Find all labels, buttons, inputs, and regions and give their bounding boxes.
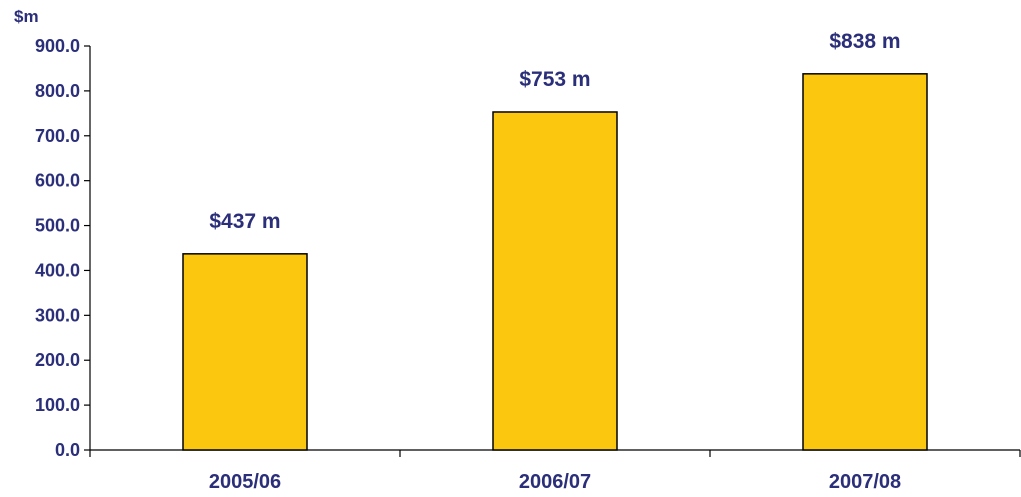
- y-tick-label: 700.0: [35, 126, 80, 146]
- bar-2007-08: [802, 73, 928, 451]
- x-axis: 2005/06 2006/07 2007/08: [89, 449, 1021, 493]
- y-tick-label: 900.0: [35, 36, 80, 56]
- bars: [182, 73, 928, 451]
- x-category-label: 2006/07: [519, 471, 591, 493]
- x-category-label: 2005/06: [209, 471, 281, 493]
- y-tick-label: 0.0: [55, 440, 80, 460]
- y-tick-label: 600.0: [35, 171, 80, 191]
- y-tick-label: 400.0: [35, 260, 80, 280]
- data-labels: $437 m $753 m $838 m: [209, 30, 900, 233]
- y-tick-label: 800.0: [35, 81, 80, 101]
- y-tick-label: 500.0: [35, 216, 80, 236]
- y-tick-label: 100.0: [35, 395, 80, 415]
- y-tick-label: 300.0: [35, 305, 80, 325]
- bar-2005-06: [182, 253, 308, 451]
- data-label: $753 m: [519, 68, 590, 91]
- x-category-label: 2007/08: [829, 471, 901, 493]
- data-label: $838 m: [829, 30, 900, 53]
- y-axis: 0.0 100.0 200.0 300.0 400.0 500.0 600.0 700.0 80…: [35, 36, 91, 460]
- bar-2006-07: [492, 111, 618, 451]
- y-axis-unit-label: $m: [14, 7, 39, 26]
- y-tick-label: 200.0: [35, 350, 80, 370]
- data-label: $437 m: [209, 210, 280, 233]
